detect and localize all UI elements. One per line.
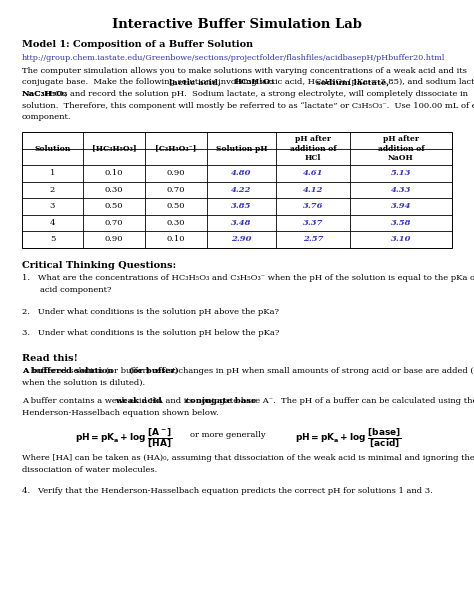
Text: 0.70: 0.70 <box>167 186 185 194</box>
Text: http://group.chem.iastate.edu/Greenbowe/sections/projectfolder/flashfiles/acidba: http://group.chem.iastate.edu/Greenbowe/… <box>22 54 446 62</box>
Text: 3.76: 3.76 <box>303 202 323 210</box>
Text: conjugate base.  Make the following solutions involving lactic acid, HC₃H₅O₃ (pK: conjugate base. Make the following solut… <box>22 78 474 86</box>
Text: 0.90: 0.90 <box>167 169 185 177</box>
Text: 3.37: 3.37 <box>303 219 323 227</box>
Text: NaC₃H₅O₃, and record the solution pH.  Sodium lactate, a strong electrolyte, wil: NaC₃H₅O₃, and record the solution pH. So… <box>22 90 468 98</box>
Text: 2.   Under what conditions is the solution pH above the pKa?: 2. Under what conditions is the solution… <box>22 308 279 316</box>
Text: 5: 5 <box>50 235 55 243</box>
Text: 0.10: 0.10 <box>105 169 123 177</box>
Text: acid component?: acid component? <box>40 286 111 294</box>
Text: Read this!: Read this! <box>22 354 78 362</box>
Text: sodium lactate,: sodium lactate, <box>317 78 390 86</box>
Text: or more generally: or more generally <box>190 431 265 439</box>
Text: weak acid: weak acid <box>115 397 162 405</box>
Text: component.: component. <box>22 113 72 121</box>
Text: 2.90: 2.90 <box>231 235 252 243</box>
Text: Model 1: Composition of a Buffer Solution: Model 1: Composition of a Buffer Solutio… <box>22 40 253 49</box>
Text: 4.22: 4.22 <box>231 186 252 194</box>
Text: A buffered solution (or buffer) resist changes in pH when small amounts of stron: A buffered solution (or buffer) resist c… <box>22 367 474 375</box>
Text: 0.30: 0.30 <box>105 186 123 194</box>
Text: 4: 4 <box>50 219 55 227</box>
Text: lactic acid,: lactic acid, <box>170 78 221 86</box>
Text: 2.57: 2.57 <box>303 235 323 243</box>
Text: Interactive Buffer Simulation Lab: Interactive Buffer Simulation Lab <box>112 18 362 31</box>
Text: HC₃H₅O₃: HC₃H₅O₃ <box>234 78 274 86</box>
Text: 1: 1 <box>50 169 55 177</box>
Text: $\mathbf{pH = pK_a + log\ \dfrac{[A^-]}{[HA]}}$: $\mathbf{pH = pK_a + log\ \dfrac{[A^-]}{… <box>75 427 173 450</box>
Text: 0.90: 0.90 <box>105 235 123 243</box>
Text: 3.58: 3.58 <box>391 219 411 227</box>
Text: pH after
addition of
HCl: pH after addition of HCl <box>290 135 337 162</box>
Text: NaC₃H₅O₃: NaC₃H₅O₃ <box>22 90 68 98</box>
Text: 5.13: 5.13 <box>391 169 411 177</box>
Text: dissociation of water molecules.: dissociation of water molecules. <box>22 465 157 473</box>
Text: 0.10: 0.10 <box>167 235 185 243</box>
Text: Where [HA] can be taken as (HA)₀, assuming that dissociation of the weak acid is: Where [HA] can be taken as (HA)₀, assumi… <box>22 454 474 462</box>
Bar <box>22 132 452 248</box>
Text: $\mathbf{pH = pK_a + log\ \dfrac{[base]}{[acid]}}$: $\mathbf{pH = pK_a + log\ \dfrac{[base]}… <box>295 427 402 450</box>
Text: 4.80: 4.80 <box>231 169 252 177</box>
Text: 0.50: 0.50 <box>105 202 123 210</box>
Text: 3: 3 <box>50 202 55 210</box>
Text: Critical Thinking Questions:: Critical Thinking Questions: <box>22 261 176 270</box>
Text: Solution pH: Solution pH <box>216 145 267 153</box>
Text: conjugate base: conjugate base <box>185 397 257 405</box>
Text: solution.  Therefore, this component will mostly be referred to as “lactate” or : solution. Therefore, this component will… <box>22 102 474 110</box>
Text: (or buffer): (or buffer) <box>129 367 179 375</box>
Text: The computer simulation allows you to make solutions with varying concentrations: The computer simulation allows you to ma… <box>22 67 467 75</box>
Text: [C₃H₅O₃⁻]: [C₃H₅O₃⁻] <box>155 145 197 153</box>
Text: 4.33: 4.33 <box>391 186 411 194</box>
Text: 0.70: 0.70 <box>105 219 123 227</box>
Text: 3.85: 3.85 <box>231 202 252 210</box>
Text: Henderson-Hasselbach equation shown below.: Henderson-Hasselbach equation shown belo… <box>22 408 219 416</box>
Text: 4.   Verify that the Henderson-Hasselbach equation predicts the correct pH for s: 4. Verify that the Henderson-Hasselbach … <box>22 487 433 495</box>
Text: 2: 2 <box>50 186 55 194</box>
Text: Solution: Solution <box>34 145 71 153</box>
Text: [HC₃H₅O₃]: [HC₃H₅O₃] <box>91 145 137 153</box>
Text: A buffer contains a weak acid HA and its conjugate base A⁻.  The pH of a buffer : A buffer contains a weak acid HA and its… <box>22 397 474 405</box>
Text: 0.50: 0.50 <box>167 202 185 210</box>
Text: 4.61: 4.61 <box>303 169 323 177</box>
Text: 3.10: 3.10 <box>391 235 411 243</box>
Text: 1.   What are the concentrations of HC₃H₅O₃ and C₃H₅O₃⁻ when the pH of the solut: 1. What are the concentrations of HC₃H₅O… <box>22 275 474 283</box>
Text: 3.48: 3.48 <box>231 219 252 227</box>
Text: 3.94: 3.94 <box>391 202 411 210</box>
Text: 4.12: 4.12 <box>303 186 323 194</box>
Text: pH after
addition of
NaOH: pH after addition of NaOH <box>378 135 424 162</box>
Text: A buffered solution: A buffered solution <box>22 367 113 375</box>
Text: when the solution is diluted).: when the solution is diluted). <box>22 378 145 387</box>
Text: 0.30: 0.30 <box>167 219 185 227</box>
Text: 3.   Under what conditions is the solution pH below the pKa?: 3. Under what conditions is the solution… <box>22 329 279 337</box>
